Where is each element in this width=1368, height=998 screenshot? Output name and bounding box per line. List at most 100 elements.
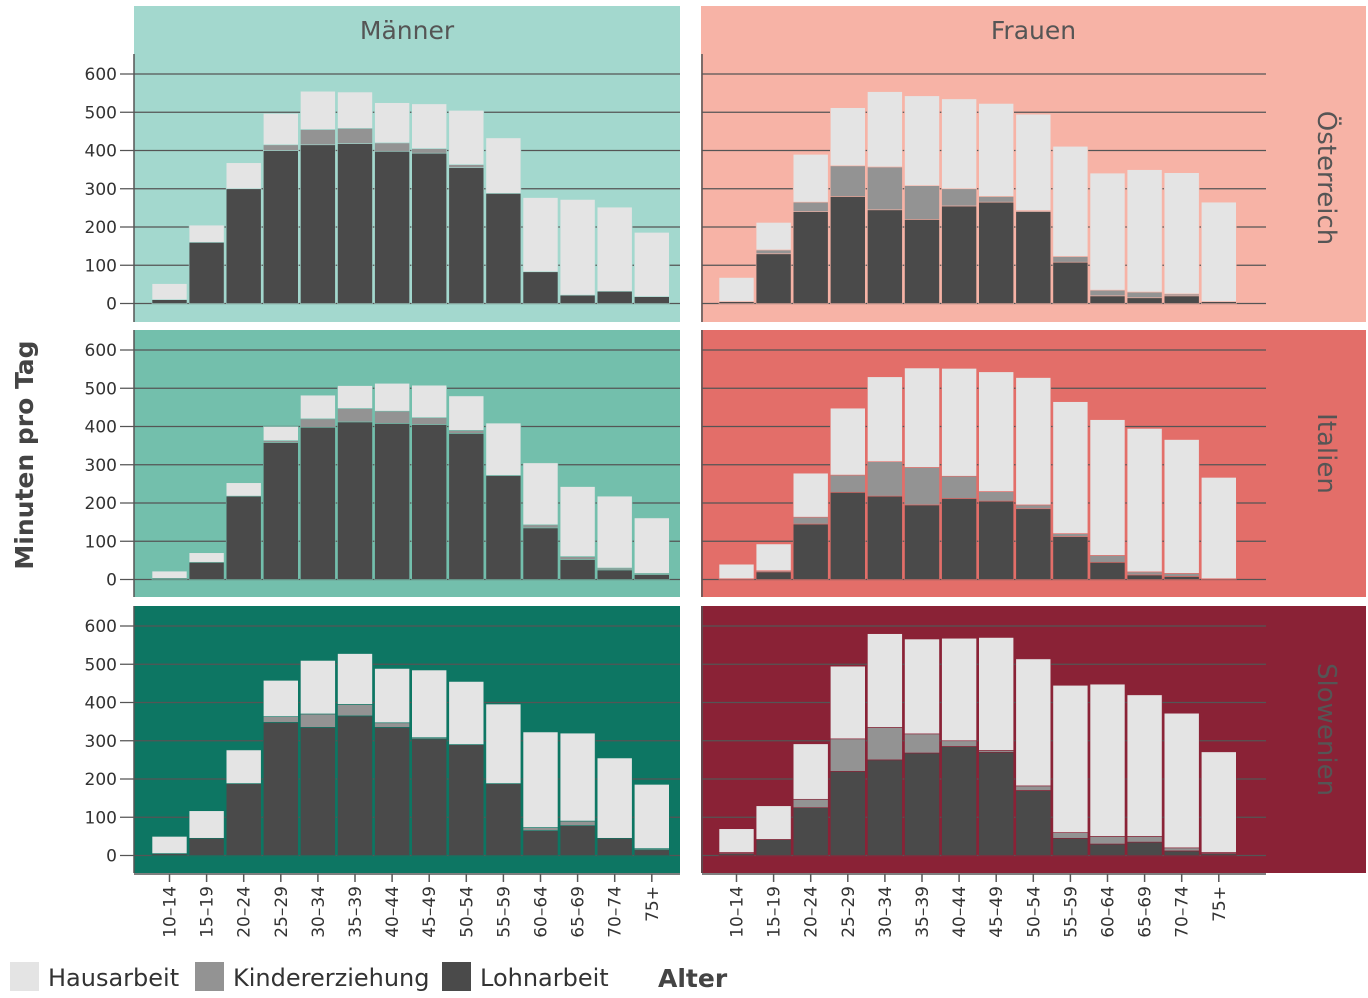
- bar-lohnarbeit: [337, 143, 373, 304]
- bar-kindererziehung: [904, 185, 940, 220]
- bar-kindererziehung: [262, 716, 299, 723]
- bar-lohnarbeit: [411, 424, 448, 580]
- row-strip-label-slowenien: Slowenien: [1311, 663, 1341, 796]
- bar-kindererziehung: [904, 467, 940, 506]
- bar-hausarbeit: [337, 385, 373, 409]
- y-tick-label: 400: [85, 418, 117, 438]
- bar-hausarbeit: [300, 394, 336, 420]
- x-axes-layer: 10–14 15–19 20–24 25–29 30–34 35–39 40–44 45–49…: [134, 873, 1266, 938]
- bar-hausarbeit: [1015, 113, 1052, 211]
- bar-hausarbeit: [755, 222, 792, 251]
- bar-kindererziehung: [411, 417, 448, 425]
- bar-kindererziehung: [374, 722, 410, 728]
- bar-kindererziehung: [1089, 555, 1126, 563]
- bar-hausarbeit: [904, 638, 940, 735]
- bar-hausarbeit: [559, 486, 596, 557]
- bar-hausarbeit: [978, 103, 1015, 197]
- bar-hausarbeit: [718, 277, 755, 302]
- bar-kindererziehung: [941, 188, 977, 207]
- y-tick-label: 500: [85, 379, 117, 399]
- bar-kindererziehung: [1015, 504, 1052, 510]
- y-tick-label: 0: [106, 571, 117, 591]
- row-strip-label-oesterreich: Österreich: [1311, 111, 1343, 246]
- bar-hausarbeit: [1126, 694, 1163, 837]
- bar-kindererziehung: [522, 524, 559, 529]
- bar-lohnarbeit: [867, 209, 903, 304]
- bar-lohnarbeit: [755, 839, 792, 856]
- bar-lohnarbeit: [1163, 850, 1200, 856]
- panels-layer: 0 100 200 300 400 500 600 0 100 200 300 400 500 600 0 1…: [85, 54, 1366, 873]
- x-tick-label: 15–19: [765, 886, 785, 938]
- bar-hausarbeit: [262, 680, 299, 717]
- bar-lohnarbeit: [978, 201, 1015, 304]
- y-tick-label: 500: [85, 103, 117, 123]
- x-tick-label: 15–19: [198, 886, 218, 938]
- bar-kindererziehung: [829, 474, 866, 493]
- bar-kindererziehung: [559, 556, 596, 560]
- bar-lohnarbeit: [904, 504, 940, 580]
- bar-kindererziehung: [792, 516, 829, 525]
- bar-kindererziehung: [829, 165, 866, 197]
- bar-lohnarbeit: [374, 423, 410, 580]
- bar-lohnarbeit: [374, 727, 410, 856]
- x-tick-label: 40–44: [950, 886, 970, 938]
- legend: Hausarbeit Kindererziehung Lohnarbeit: [10, 962, 609, 992]
- x-tick-label: 45–49: [420, 886, 440, 938]
- bar-kindererziehung: [867, 166, 903, 211]
- bar-lohnarbeit: [829, 491, 866, 580]
- bar-lohnarbeit: [633, 849, 670, 856]
- bar-hausarbeit: [829, 665, 866, 740]
- bar-hausarbeit: [262, 426, 299, 441]
- bar-hausarbeit: [1126, 428, 1163, 573]
- bar-lohnarbeit: [1163, 295, 1200, 304]
- bar-hausarbeit: [596, 495, 633, 569]
- bar-hausarbeit: [792, 472, 829, 518]
- bar-lohnarbeit: [1052, 536, 1089, 580]
- y-axis-title: Minuten pro Tag: [10, 340, 39, 569]
- bar-hausarbeit: [1089, 172, 1126, 291]
- bar-lohnarbeit: [904, 752, 940, 856]
- y-tick-label: 500: [85, 655, 117, 675]
- bar-lohnarbeit: [633, 296, 670, 304]
- y-tick-label: 300: [85, 456, 117, 476]
- bar-kindererziehung: [867, 461, 903, 497]
- bar-kindererziehung: [792, 201, 829, 212]
- bar-kindererziehung: [448, 164, 485, 169]
- bar-hausarbeit: [1163, 712, 1200, 849]
- strip-label: Frauen: [991, 16, 1076, 45]
- bar-lohnarbeit: [1126, 574, 1163, 580]
- bar-lohnarbeit: [978, 500, 1015, 580]
- legend-swatch: [195, 962, 224, 991]
- panel-frauen-italien: [701, 330, 1366, 597]
- bar-hausarbeit: [1052, 401, 1089, 534]
- bar-kindererziehung: [1126, 291, 1163, 299]
- bar-hausarbeit: [337, 91, 373, 129]
- y-tick-label: 600: [85, 341, 117, 361]
- x-tick-label: 10–14: [728, 886, 748, 938]
- bar-kindererziehung: [522, 827, 559, 831]
- bar-lohnarbeit: [792, 523, 829, 580]
- bar-hausarbeit: [411, 103, 448, 149]
- legend-swatch: [10, 962, 39, 991]
- bar-hausarbeit: [718, 828, 755, 853]
- bar-hausarbeit: [792, 154, 829, 203]
- bar-hausarbeit: [374, 668, 410, 724]
- bar-kindererziehung: [337, 408, 373, 423]
- bar-kindererziehung: [1052, 832, 1089, 839]
- bar-hausarbeit: [755, 543, 792, 572]
- bar-hausarbeit: [633, 784, 670, 849]
- bar-lohnarbeit: [411, 738, 448, 856]
- bar-lohnarbeit: [941, 746, 977, 856]
- bar-kindererziehung: [559, 820, 596, 826]
- strips-layer: Männer Frauen Österreich Italien Slowenien: [134, 6, 1366, 796]
- bar-hausarbeit: [337, 653, 373, 705]
- bar-kindererziehung: [300, 418, 336, 428]
- legend-swatch: [442, 962, 471, 991]
- bar-hausarbeit: [188, 224, 225, 243]
- bar-kindererziehung: [904, 733, 940, 754]
- bar-lohnarbeit: [225, 188, 262, 304]
- bar-hausarbeit: [485, 137, 522, 194]
- bar-lohnarbeit: [941, 498, 977, 580]
- bar-lohnarbeit: [262, 722, 299, 856]
- bar-hausarbeit: [596, 206, 633, 292]
